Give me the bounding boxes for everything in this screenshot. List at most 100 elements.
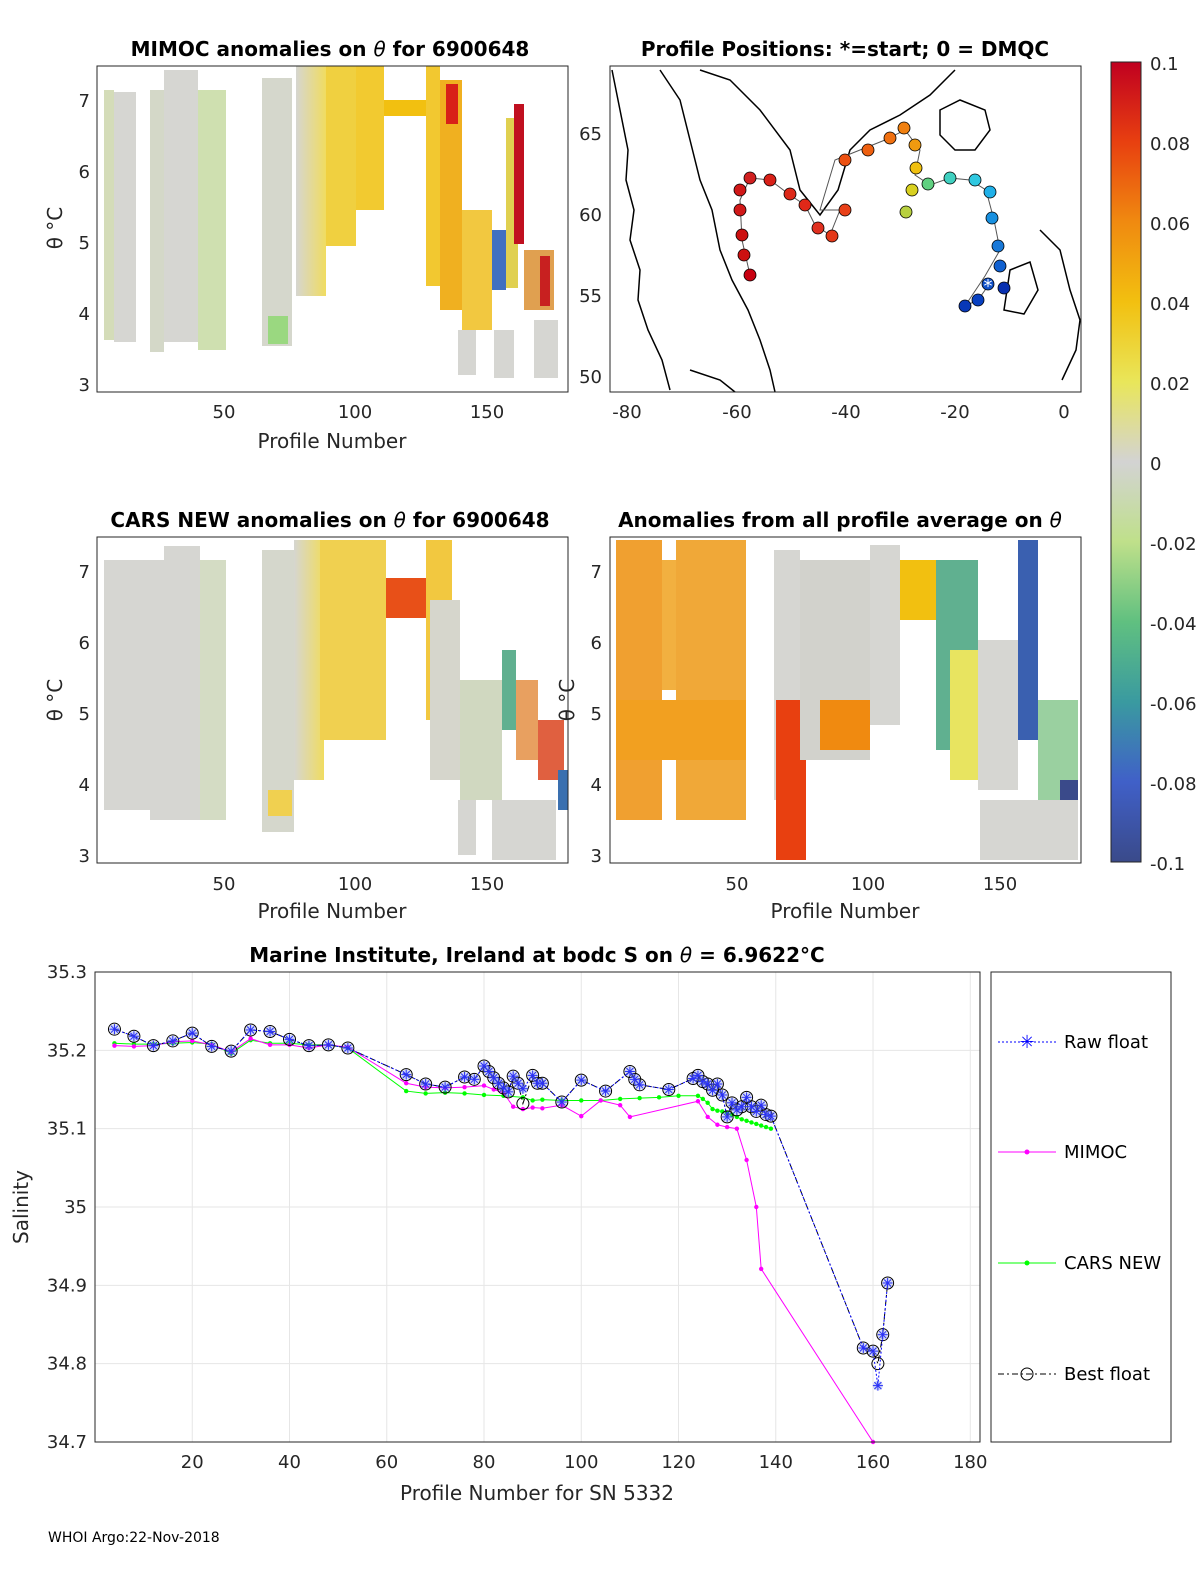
legend-mimoc: MIMOC <box>998 1142 1127 1163</box>
best-float-point <box>516 1097 530 1111</box>
colorbar-ticks: 0.1 0.08 0.06 0.04 0.02 0 -0.02 -0.04 -0… <box>1150 54 1197 875</box>
raw-float-point <box>556 1097 567 1108</box>
cars-xlabel: Profile Number <box>258 899 408 923</box>
raw-float-point <box>167 1035 178 1046</box>
svg-text:3: 3 <box>79 846 90 867</box>
raw-float-point <box>712 1079 723 1090</box>
best-float-point <box>467 1072 481 1086</box>
best-float-point <box>633 1078 647 1092</box>
best-float-point <box>725 1096 739 1110</box>
raw-float-point <box>624 1066 635 1077</box>
raw-float-point <box>702 1079 713 1090</box>
cars-new-point <box>423 1091 428 1096</box>
raw-float-point <box>303 1040 314 1051</box>
raw-float-point <box>503 1086 514 1097</box>
average-ylabel: θ °C <box>555 679 579 722</box>
svg-text:6: 6 <box>591 633 602 654</box>
mimoc-heatmap <box>104 66 558 378</box>
raw-float-point <box>187 1028 198 1039</box>
svg-text:100: 100 <box>851 874 885 895</box>
svg-text:150: 150 <box>470 874 504 895</box>
mimoc-point <box>724 1124 730 1130</box>
best-float-point <box>341 1041 355 1055</box>
mimoc-point <box>112 1043 117 1048</box>
cars-new-point <box>676 1093 681 1098</box>
best-float-point <box>438 1080 452 1094</box>
cars-new-point <box>462 1091 467 1096</box>
best-float-point <box>506 1069 520 1083</box>
best-float-point <box>623 1064 637 1078</box>
svg-text:50: 50 <box>213 874 236 895</box>
svg-text:6: 6 <box>79 162 90 183</box>
svg-text:150: 150 <box>983 874 1017 895</box>
raw-float-point <box>741 1092 752 1103</box>
mimoc-point <box>705 1114 710 1120</box>
svg-text:-0.04: -0.04 <box>1150 614 1197 635</box>
raw-float-point <box>245 1024 256 1035</box>
raw-float-point <box>508 1071 519 1082</box>
best-float-point <box>599 1084 613 1098</box>
svg-text:4: 4 <box>79 775 90 796</box>
x-tick-label: 60 <box>375 1452 398 1473</box>
best-float-point <box>146 1039 160 1053</box>
cars-new-point <box>579 1098 584 1103</box>
x-tick-label: 140 <box>759 1452 793 1473</box>
svg-text:0.06: 0.06 <box>1150 214 1190 235</box>
raw-float-point <box>483 1066 494 1077</box>
positions-panel: Profile Positions: *=start; 0 = DMQC <box>579 37 1082 423</box>
svg-text:5: 5 <box>79 233 90 254</box>
best-float-point <box>185 1026 199 1040</box>
svg-text:3: 3 <box>591 846 602 867</box>
raw-float-point <box>692 1070 703 1081</box>
cars-new-point <box>481 1092 487 1098</box>
raw-float-point <box>858 1343 869 1353</box>
cars-new-point <box>749 1120 754 1125</box>
mimoc-title: MIMOC anomalies on θ for 6900648 <box>131 37 530 61</box>
mimoc-point <box>617 1102 623 1108</box>
cars-new-point <box>739 1117 744 1122</box>
raw-float-point <box>527 1070 538 1081</box>
x-tick-label: 40 <box>278 1452 301 1473</box>
legend-cars-new: CARS NEW <box>998 1253 1161 1274</box>
best-float-point <box>492 1076 506 1090</box>
best-float-point <box>574 1073 588 1087</box>
raw-float-point <box>537 1078 548 1089</box>
mimoc-point <box>510 1104 516 1109</box>
svg-text:7: 7 <box>79 562 90 583</box>
x-tick-label: 180 <box>953 1452 987 1473</box>
x-tick-label: 100 <box>564 1452 598 1473</box>
best-float-point <box>526 1068 540 1082</box>
series-mimoc <box>112 1036 876 1445</box>
cars-new-point <box>540 1097 545 1102</box>
cars-new-point <box>530 1098 535 1103</box>
raw-float-point <box>600 1086 611 1097</box>
cars-title: CARS NEW anomalies on θ for 6900648 <box>110 508 549 532</box>
chart-axes-box <box>94 971 981 1443</box>
svg-text:-0.06: -0.06 <box>1150 694 1197 715</box>
cars-yticks: 7 6 5 4 3 <box>79 562 90 867</box>
svg-text:-0.02: -0.02 <box>1150 534 1197 555</box>
svg-text:0.08: 0.08 <box>1150 134 1190 155</box>
cars-new-point <box>715 1108 720 1113</box>
cars-xticks: 50 100 150 <box>213 874 505 895</box>
raw-float-point <box>731 1104 742 1115</box>
mimoc-point <box>248 1036 253 1041</box>
cars-new-point <box>656 1095 662 1100</box>
svg-text:0.02: 0.02 <box>1150 374 1190 395</box>
svg-text:3: 3 <box>79 375 90 396</box>
mimoc-point <box>287 1042 292 1048</box>
chart-grid <box>95 971 980 1443</box>
cars-new-point <box>705 1100 710 1106</box>
raw-float-point <box>265 1026 276 1037</box>
average-xlabel: Profile Number <box>771 899 921 923</box>
best-float-point <box>107 1022 121 1036</box>
series-raw-float <box>109 1024 893 1391</box>
x-tick-label: 80 <box>473 1452 496 1473</box>
cars-ylabel: θ °C <box>43 679 67 722</box>
raw-float-point <box>226 1046 237 1057</box>
cars-new-point <box>754 1121 759 1127</box>
y-tick-label: 35.3 <box>47 962 87 983</box>
raw-float-point <box>761 1109 772 1120</box>
cars-axes-box <box>96 536 569 864</box>
coastline <box>611 69 1081 393</box>
